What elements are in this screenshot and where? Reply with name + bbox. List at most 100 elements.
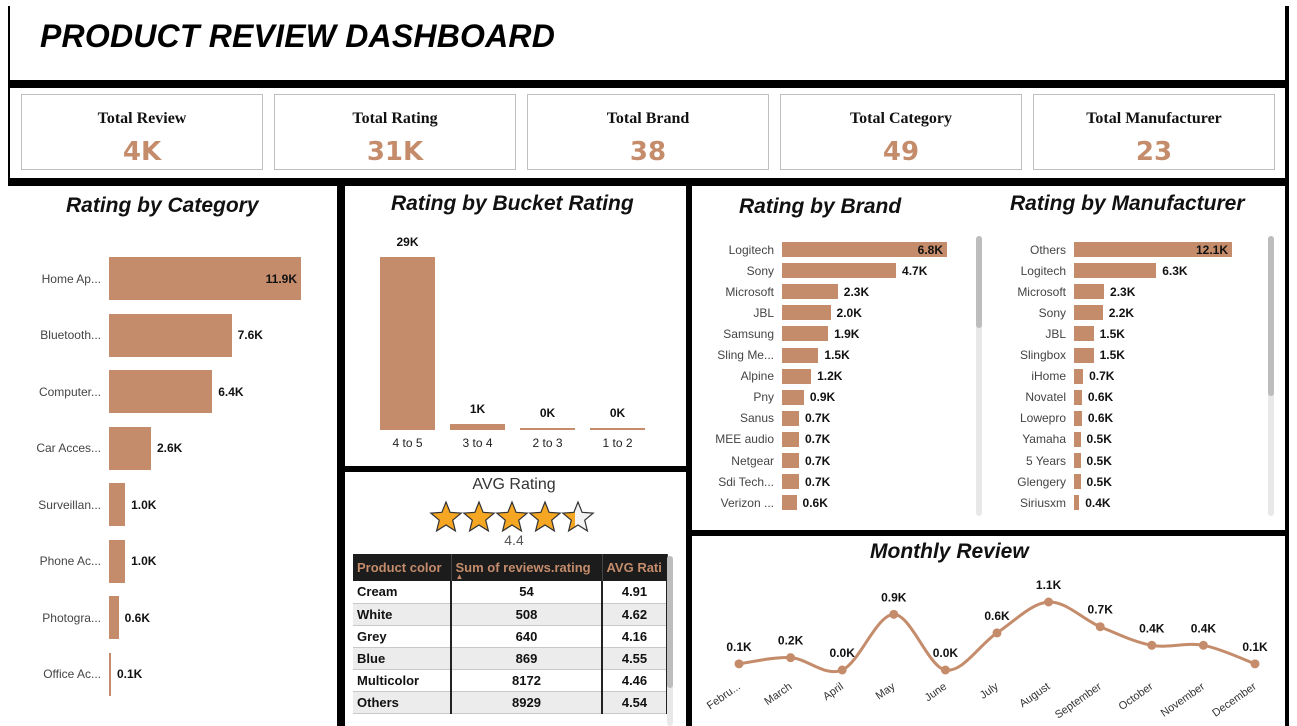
bar — [782, 495, 797, 511]
data-label: 0.6K — [1087, 411, 1114, 426]
data-label: 1.5K — [824, 348, 850, 362]
bar — [782, 263, 897, 279]
bar — [782, 305, 831, 321]
star-icon — [429, 500, 463, 533]
kpi-total-category: Total Category 49 — [780, 94, 1022, 170]
sort-ascending-icon: ▲ — [455, 572, 464, 581]
table-cell: Blue — [353, 647, 452, 670]
data-label: 0.7K — [804, 474, 831, 489]
bar — [782, 347, 819, 363]
kpi-value: 49 — [882, 137, 920, 167]
chart-title: Rating by Manufacturer — [1010, 192, 1245, 215]
data-point[interactable] — [1250, 659, 1260, 669]
data-label: 1.5K — [1099, 326, 1125, 341]
data-label: 0.6K — [984, 609, 1010, 623]
bar — [782, 453, 799, 468]
data-label: 2.0K — [836, 305, 862, 320]
table-scrollbar-thumb[interactable] — [667, 556, 673, 688]
table-header-product-color[interactable]: Product color — [353, 554, 452, 581]
x-tick-label: October — [1117, 680, 1156, 712]
category-label: Yamaha — [1022, 432, 1066, 447]
table-row[interactable]: White 508 4.62 — [353, 603, 668, 626]
x-tick-label: April — [821, 681, 846, 703]
bar — [1074, 474, 1081, 490]
rating-by-bucket-chart[interactable]: Rating by Bucket Rating 29K 4 to 5 1K 3 to … — [345, 186, 686, 466]
data-label: 2.3K — [843, 284, 870, 299]
data-label: 11.9K — [265, 271, 297, 286]
category-label: Pny — [753, 390, 774, 405]
kpi-value: 23 — [1135, 137, 1173, 167]
category-label: Glengery — [1017, 474, 1066, 489]
table-cell: White — [353, 603, 452, 626]
frame-top — [0, 0, 1297, 8]
brand-scrollbar-thumb[interactable] — [976, 236, 982, 328]
table-cell: Others — [353, 691, 452, 714]
table-header-sum-rating[interactable]: Sum of reviews.rating ▲ — [451, 554, 603, 581]
table-cell: Cream — [353, 581, 452, 604]
data-point[interactable] — [1198, 640, 1208, 650]
category-label: Microsoft — [1017, 284, 1066, 299]
data-label: 0.5K — [1086, 453, 1112, 468]
table-row[interactable]: Cream 54 4.91 — [353, 581, 668, 604]
rating-by-category-chart[interactable]: Rating by Category Home Ap... 11.9K Blueto… — [10, 186, 337, 726]
category-label: JBL — [1045, 326, 1066, 341]
bar — [782, 368, 812, 384]
avg-rating-panel: AVG Rating 4.4 Product color Sum of revi… — [345, 472, 686, 726]
data-label: 0.1K — [117, 667, 143, 681]
bar — [1074, 410, 1082, 426]
data-point[interactable] — [1095, 622, 1105, 632]
bar — [1074, 263, 1157, 279]
bar — [109, 313, 232, 357]
frame-right-divider — [690, 530, 1289, 536]
rating-by-manufacturer-chart[interactable]: Rating by Manufacturer Others 12.1K Logite… — [984, 186, 1285, 530]
manufacturer-scrollbar-thumb[interactable] — [1268, 236, 1274, 396]
bar — [109, 426, 151, 470]
frame-col-divider-1 — [337, 180, 345, 726]
table-row[interactable]: Blue 869 4.55 — [353, 647, 668, 670]
data-label: 0K — [609, 406, 626, 420]
bar — [782, 431, 799, 447]
monthly-review-chart[interactable]: Monthly Review 0.1K Febru... 0.2K March 0.0K… — [692, 536, 1285, 726]
category-label: Slingbox — [1019, 348, 1066, 362]
data-point[interactable] — [889, 609, 899, 619]
category-label: Sling Me... — [717, 348, 774, 362]
chart-title: Rating by Brand — [739, 195, 902, 218]
data-label: 0.7K — [804, 411, 831, 426]
bar — [1074, 495, 1080, 511]
category-label: Netgear — [731, 453, 774, 468]
table-header-avg-rating[interactable]: AVG Rati — [602, 554, 668, 581]
data-label: 6.4K — [218, 384, 244, 399]
brand-scrollbar[interactable] — [976, 236, 982, 516]
category-label: JBL — [753, 305, 774, 320]
category-label: 2 to 3 — [532, 436, 563, 450]
data-point[interactable] — [734, 659, 744, 669]
star-icon — [462, 500, 496, 533]
kpi-label: Total Category — [849, 110, 953, 127]
frame-right-border — [1285, 80, 1289, 726]
bar — [782, 326, 829, 342]
data-label: 2.2K — [1108, 305, 1135, 320]
data-label: 0.0K — [933, 646, 959, 660]
data-point[interactable] — [786, 653, 796, 663]
bar — [1074, 242, 1232, 257]
data-point[interactable] — [1147, 640, 1157, 650]
table-row[interactable]: Multicolor 8172 4.46 — [353, 669, 668, 692]
data-point[interactable] — [940, 665, 950, 675]
category-label: Photogra... — [42, 610, 101, 625]
data-label: 0.4K — [1139, 621, 1165, 635]
product-color-table[interactable]: Product color Sum of reviews.rating ▲ AVG… — [353, 554, 668, 714]
table-row[interactable]: Others 8929 4.54 — [353, 691, 668, 714]
data-label: 0.1K — [726, 640, 752, 654]
data-label: 0.5K — [1086, 474, 1112, 489]
category-label: 4 to 5 — [392, 436, 423, 450]
data-point[interactable] — [1044, 597, 1054, 607]
avg-rating-title: AVG Rating — [472, 476, 556, 493]
table-row[interactable]: Grey 640 4.16 — [353, 625, 668, 648]
bar — [782, 389, 804, 405]
data-point[interactable] — [837, 665, 847, 675]
category-label: MEE audio — [715, 432, 774, 447]
data-point[interactable] — [992, 628, 1002, 638]
x-tick-label: July — [978, 680, 1001, 701]
bar — [1074, 431, 1081, 447]
rating-by-brand-chart[interactable]: Rating by Brand Logitech 6.8K Sony 4.7K Micr… — [692, 186, 982, 530]
